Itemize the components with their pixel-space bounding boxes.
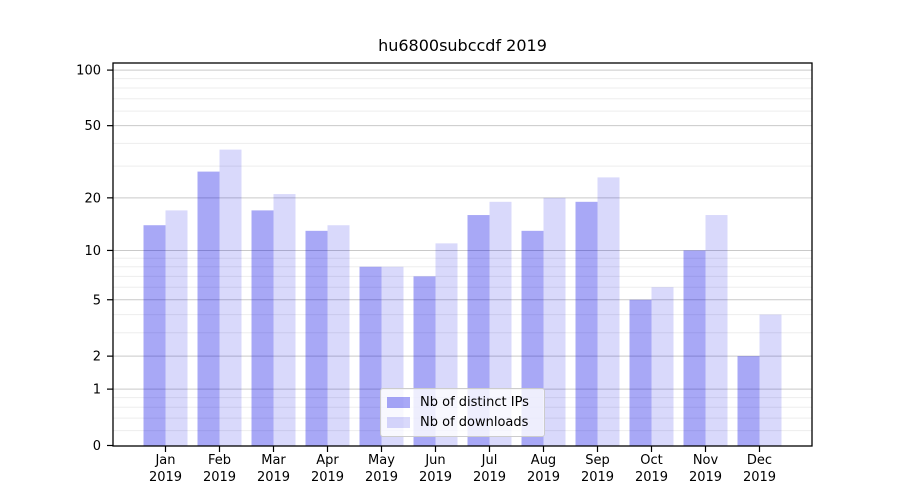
x-tick-label-month: Dec	[747, 453, 772, 468]
bar-distinct-ips-may	[359, 266, 382, 446]
x-tick-label-year: 2019	[689, 470, 722, 485]
x-tick-label-year: 2019	[419, 470, 452, 485]
x-tick-label-month: Oct	[640, 453, 662, 468]
legend-entry-distinct-ips: Nb of distinct IPs	[387, 395, 544, 410]
x-tick-label-year: 2019	[473, 470, 506, 485]
x-tick-label-year: 2019	[527, 470, 560, 485]
bar-downloads-jul	[489, 201, 512, 446]
bar-downloads-mar	[273, 194, 296, 446]
legend: Nb of distinct IPs Nb of downloads	[380, 388, 545, 437]
x-tick-label-month: Apr	[316, 453, 339, 468]
y-tick-label: 2	[93, 350, 101, 365]
y-tick-label: 10	[84, 244, 101, 259]
x-tick-label-year: 2019	[149, 470, 182, 485]
axes-spines	[112, 62, 813, 447]
bar-distinct-ips-feb	[197, 171, 220, 447]
legend-swatch-downloads	[387, 417, 410, 428]
x-tick-label-month: Jan	[154, 453, 175, 468]
x-tick-label-year: 2019	[635, 470, 668, 485]
bar-distinct-ips-oct	[629, 299, 652, 446]
bar-distinct-ips-sep	[575, 201, 598, 446]
x-tick-label-month: Feb	[208, 453, 231, 468]
bar-downloads-oct	[651, 287, 674, 446]
y-tick-label: 100	[76, 64, 101, 79]
x-tick-label-month: Jul	[481, 453, 498, 468]
bar-downloads-aug	[543, 197, 566, 446]
x-tick-label-month: Mar	[261, 453, 286, 468]
y-tick-label: 50	[84, 119, 101, 134]
x-tick-label-month: Nov	[693, 453, 719, 468]
bar-distinct-ips-nov	[683, 250, 706, 446]
bar-downloads-apr	[327, 225, 350, 446]
x-tick-label-month: Jun	[424, 453, 445, 468]
x-tick-label-month: Aug	[531, 453, 556, 468]
y-tick-label: 20	[84, 191, 101, 206]
bar-distinct-ips-jan	[143, 225, 166, 446]
x-tick-label-year: 2019	[203, 470, 236, 485]
bar-downloads-nov	[705, 215, 728, 446]
bar-downloads-feb	[219, 149, 242, 446]
x-tick-label-year: 2019	[365, 470, 398, 485]
x-tick-label-year: 2019	[581, 470, 614, 485]
legend-label-downloads: Nb of downloads	[420, 415, 529, 430]
x-tick-label-month: May	[368, 453, 395, 468]
y-tick-label: 0	[93, 439, 101, 454]
x-tick-label-year: 2019	[257, 470, 290, 485]
legend-entry-downloads: Nb of downloads	[387, 415, 544, 430]
legend-swatch-distinct-ips	[387, 397, 410, 408]
x-tick-label-year: 2019	[311, 470, 344, 485]
bar-downloads-dec	[759, 314, 782, 446]
bar-distinct-ips-mar	[251, 210, 274, 446]
bar-downloads-jan	[165, 210, 188, 446]
chart-title: hu6800subccdf 2019	[378, 36, 547, 55]
x-tick-label-month: Sep	[585, 453, 610, 468]
y-tick-label: 5	[93, 293, 101, 308]
y-tick-label: 1	[93, 383, 101, 398]
bar-distinct-ips-dec	[737, 356, 760, 446]
x-tick-label-year: 2019	[743, 470, 776, 485]
bar-downloads-sep	[597, 177, 620, 446]
legend-label-distinct-ips: Nb of distinct IPs	[420, 395, 529, 410]
bar-distinct-ips-apr	[305, 230, 328, 446]
